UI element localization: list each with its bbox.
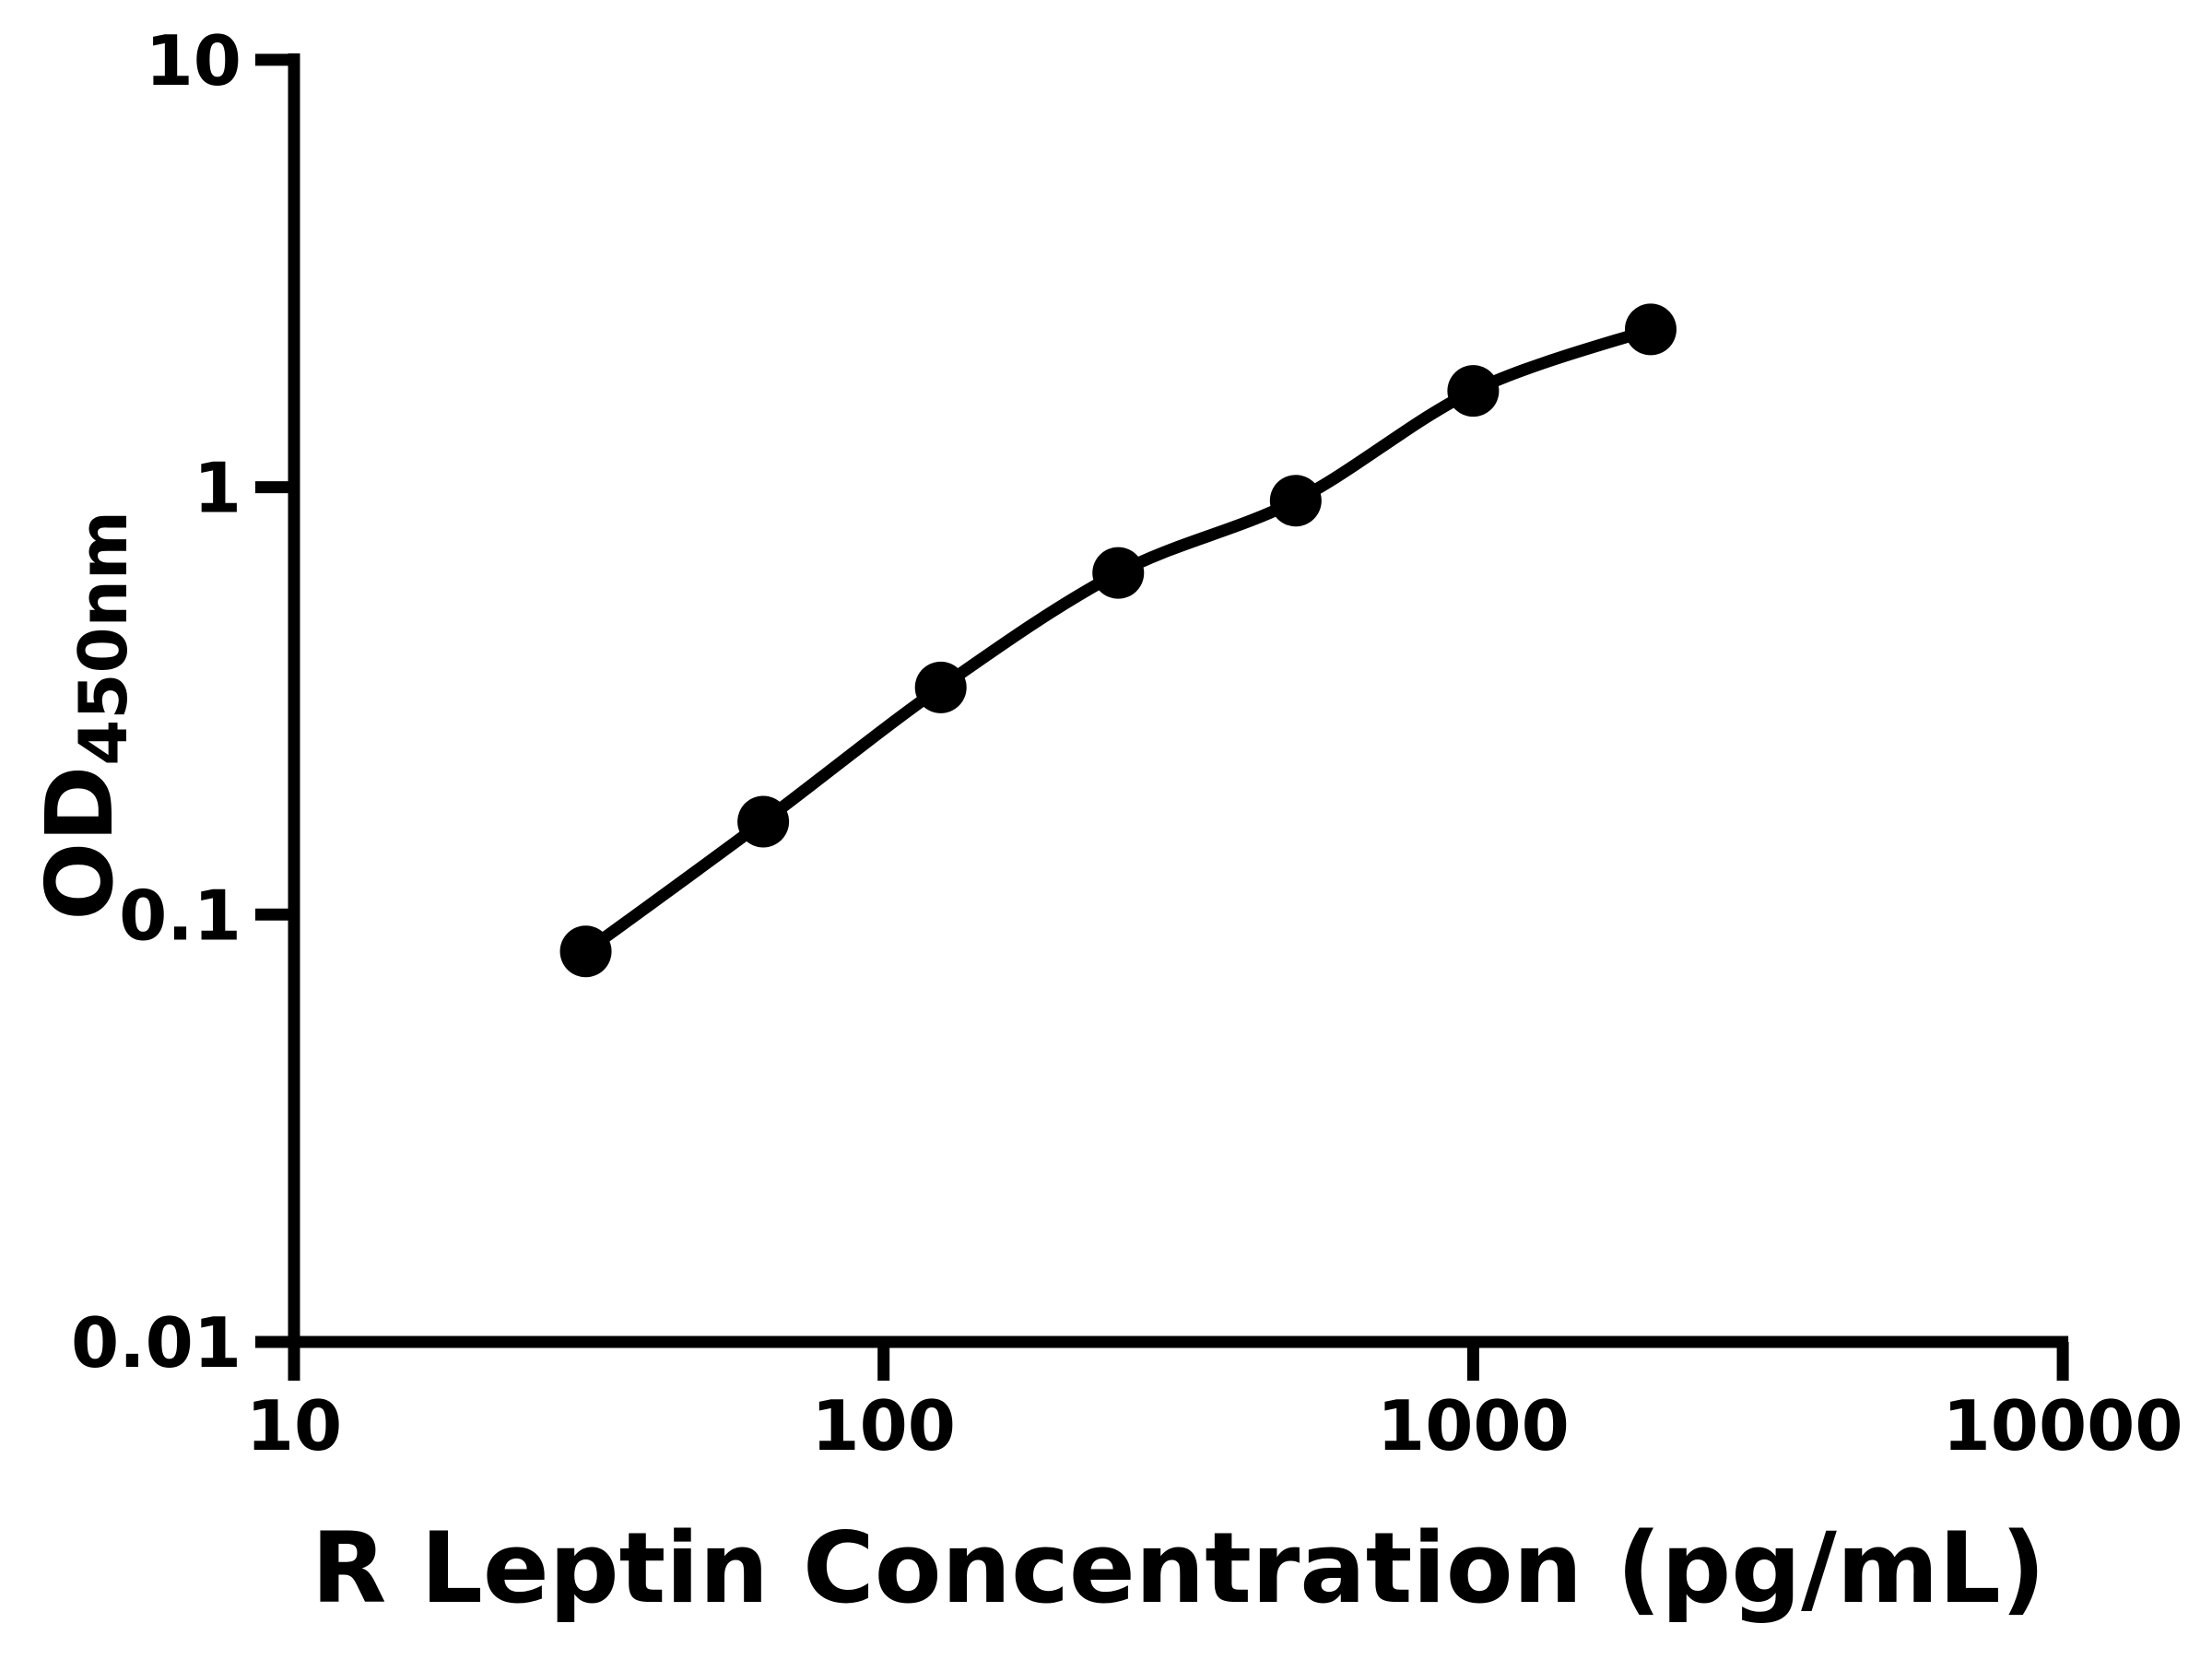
y-axis-title-subscript: 450nm: [65, 511, 142, 766]
data-point-marker: [1624, 303, 1677, 356]
data-point-marker: [914, 661, 967, 713]
x-tick-label: 100: [811, 1385, 956, 1466]
x-axis-title: R Leptin Concentration (pg/mL): [312, 1512, 2046, 1625]
y-tick-label: 1: [194, 448, 241, 529]
standard-curve-line: [580, 323, 1657, 958]
data-point-marker: [737, 795, 790, 848]
data-point-marker: [1092, 547, 1145, 599]
data-point-marker: [1269, 475, 1322, 527]
data-point-marker: [559, 925, 612, 978]
y-axis-title-main: OD: [26, 766, 134, 921]
data-point-marker: [1447, 365, 1500, 418]
x-tick-label: 10: [246, 1385, 342, 1466]
y-tick-label: 0.01: [71, 1302, 241, 1383]
x-tick-label: 1000: [1377, 1385, 1570, 1466]
y-axis-title: OD450nm: [26, 511, 142, 921]
x-tick-label: 10000: [1943, 1385, 2183, 1466]
y-tick-label: 0.1: [119, 875, 241, 956]
y-tick-label: 10: [146, 20, 241, 101]
